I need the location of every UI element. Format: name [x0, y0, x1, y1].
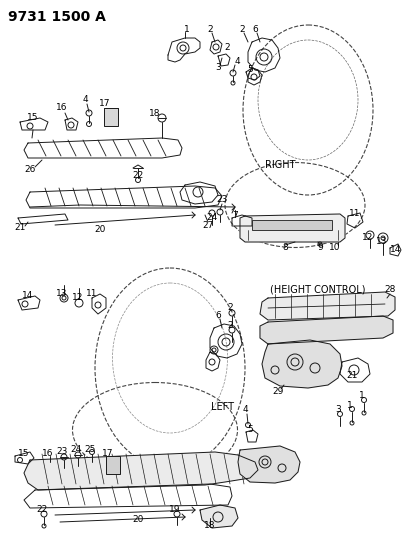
Text: 22: 22	[36, 505, 48, 514]
Text: 17: 17	[99, 100, 111, 109]
Text: 1: 1	[184, 26, 190, 35]
Polygon shape	[260, 292, 395, 320]
Text: 3: 3	[215, 63, 221, 72]
Text: 23: 23	[56, 448, 68, 456]
Text: 4: 4	[242, 406, 248, 415]
Text: 26: 26	[24, 166, 36, 174]
Text: 7: 7	[232, 211, 238, 220]
Text: 15: 15	[27, 114, 39, 123]
Text: 4: 4	[234, 58, 240, 67]
Text: 18: 18	[204, 521, 216, 529]
Text: RIGHT: RIGHT	[265, 160, 295, 170]
Text: 1: 1	[347, 400, 353, 409]
Text: 21: 21	[346, 370, 358, 379]
Text: 13: 13	[376, 238, 388, 246]
Text: 2: 2	[227, 320, 233, 329]
Text: 25: 25	[84, 446, 96, 455]
Polygon shape	[24, 452, 258, 490]
Text: 6: 6	[215, 311, 221, 320]
Text: 8: 8	[282, 244, 288, 253]
Text: 15: 15	[18, 448, 30, 457]
Text: 12: 12	[72, 294, 84, 303]
Text: LEFT: LEFT	[212, 402, 235, 412]
Text: 14: 14	[22, 292, 34, 301]
Text: 5: 5	[247, 66, 253, 75]
Text: 9: 9	[317, 244, 323, 253]
Polygon shape	[262, 340, 342, 388]
Text: 20: 20	[132, 515, 144, 524]
Text: 23: 23	[216, 196, 228, 205]
Text: 2: 2	[224, 44, 230, 52]
Text: 29: 29	[272, 387, 284, 397]
Text: 5: 5	[247, 425, 253, 434]
Text: 14: 14	[391, 246, 402, 254]
Polygon shape	[238, 446, 300, 483]
Text: 19: 19	[169, 505, 181, 514]
Polygon shape	[200, 505, 238, 528]
Text: 2: 2	[239, 26, 245, 35]
Text: 3: 3	[335, 406, 341, 415]
Text: 13: 13	[56, 289, 68, 298]
Text: 16: 16	[42, 448, 54, 457]
Text: 1: 1	[359, 392, 365, 400]
Text: 28: 28	[384, 286, 396, 295]
Text: 4: 4	[82, 95, 88, 104]
Text: 11: 11	[349, 208, 361, 217]
Polygon shape	[240, 214, 345, 242]
Bar	[252, 220, 332, 230]
Text: 9731 1500 A: 9731 1500 A	[8, 10, 106, 24]
Text: 18: 18	[149, 109, 161, 117]
Text: 2: 2	[207, 26, 213, 35]
Text: 17: 17	[102, 448, 114, 457]
Text: (HEIGHT CONTROL): (HEIGHT CONTROL)	[270, 285, 366, 295]
Text: 24: 24	[206, 214, 218, 222]
Text: 21: 21	[15, 223, 26, 232]
Text: 11: 11	[86, 289, 98, 298]
Bar	[106, 456, 120, 474]
Text: 22: 22	[132, 171, 143, 180]
Text: 10: 10	[329, 244, 341, 253]
Text: 2: 2	[227, 303, 233, 312]
Text: 6: 6	[252, 26, 258, 35]
Text: 20: 20	[94, 225, 106, 235]
Bar	[104, 108, 118, 126]
Polygon shape	[260, 316, 393, 344]
Text: 27: 27	[202, 222, 214, 230]
Text: 16: 16	[56, 103, 68, 112]
Text: 12: 12	[362, 233, 374, 243]
Text: 24: 24	[71, 446, 82, 455]
